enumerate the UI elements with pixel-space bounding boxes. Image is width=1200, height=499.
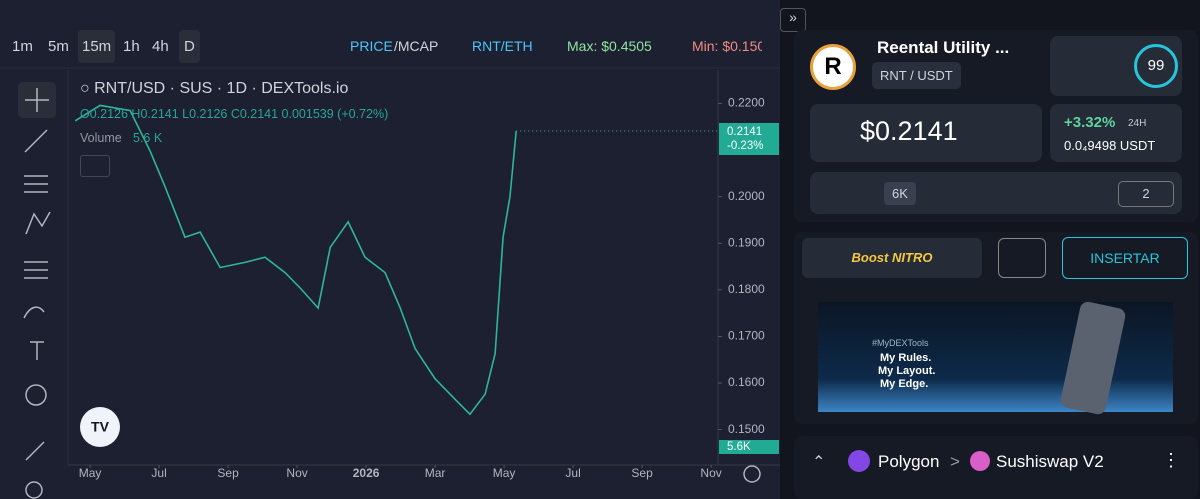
change-box (1050, 104, 1182, 162)
ohlc: O0.2126 H0.2141 L0.2126 C0.2141 0.001539… (80, 107, 389, 121)
x-tick-label: Mar (425, 466, 446, 480)
chart-panel (0, 0, 780, 499)
y-tick-label: 0.1500 (728, 422, 765, 436)
banner-line: My Rules. (880, 352, 932, 364)
nitro: NITRO (892, 250, 933, 265)
x-tick-label: Jul (565, 466, 580, 480)
volume-label: Volume (80, 131, 122, 145)
max-price: Max: $0.4505 (567, 38, 652, 54)
price-box (810, 104, 1042, 162)
pair-toggle[interactable]: RNT/ETH (472, 38, 533, 54)
timeframe[interactable]: 4h (152, 38, 169, 55)
price-toggle[interactable]: PRICE (350, 38, 393, 54)
timeframe-active[interactable]: D (179, 30, 200, 63)
price-tag: 0.2141 -0.23% (719, 123, 779, 155)
drawing-tools[interactable] (18, 82, 56, 499)
banner-line: My Layout. (878, 365, 936, 377)
boost: Boost (851, 250, 889, 265)
x-tick-label: May (79, 466, 102, 480)
chain-icon (848, 450, 870, 472)
score: 99 (1134, 44, 1178, 88)
change: +3.32% (1064, 114, 1116, 131)
symbol: RNT/USD · SUS · 1D · DEXTools.io (94, 80, 349, 97)
y-tick-label: 0.1600 (728, 375, 765, 389)
embed-button[interactable]: INSERTAR (1062, 237, 1188, 279)
dex-icon (970, 451, 990, 471)
x-tick-label: Nov (286, 466, 307, 480)
chart: TV 0.1500 0.1600 0.1700 0.1800 0.1900 0.2000 0… (0, 67, 780, 499)
y-tick-label: 0.1700 (728, 329, 765, 343)
quote-price: 0.0₄9498 USDT (1064, 138, 1156, 153)
social-bar (810, 172, 1182, 214)
airdrop-button[interactable] (998, 238, 1046, 278)
x-tick-label: May (493, 466, 516, 480)
more-menu[interactable]: ⋮ (1162, 450, 1180, 470)
banner-tag: #MyDEXTools (872, 338, 929, 348)
token-name: Reental Utility ... (877, 38, 1010, 57)
collapse-sidebar[interactable]: » (780, 8, 806, 32)
timeframe-active[interactable]: 15m (78, 30, 116, 63)
timeframe[interactable]: 5m (48, 38, 69, 55)
token-price: $0.2141 (860, 116, 958, 146)
y-tick-label: 0.1900 (728, 235, 765, 249)
x-tick-label: Sep (217, 466, 239, 480)
x-tick-label: Sep (631, 466, 653, 480)
x-tick-label: Nov (700, 466, 721, 480)
y-tick-label: 0.2200 (728, 96, 765, 110)
price-line (74, 104, 517, 416)
svg-text:TV: TV (91, 419, 110, 435)
token-pair[interactable]: RNT / USDT (872, 62, 961, 89)
tradingview-logo: TV (80, 407, 120, 447)
x-tick-label: Jul (151, 466, 166, 480)
x-tick-label: 2026 (353, 466, 380, 480)
settings-icon[interactable] (743, 465, 761, 483)
volume-tag: 5.6K (719, 440, 779, 454)
audits[interactable]: 2 (1118, 181, 1174, 207)
volume-value: 5.6 K (133, 131, 163, 145)
timeframe[interactable]: 1h (123, 38, 140, 55)
y-tick-label: 0.2000 (728, 189, 765, 203)
banner-line: My Edge. (880, 378, 929, 390)
chain[interactable]: Polygon (878, 452, 940, 471)
followers[interactable]: 6K (884, 182, 916, 205)
y-tick-label: 0.1800 (728, 282, 765, 296)
change-tag: -0.23% (727, 140, 764, 152)
min-price: Min: $0.1507 (692, 38, 762, 54)
price-tag-value: 0.2141 (727, 126, 763, 138)
separator: > (950, 452, 960, 471)
collapse-button[interactable] (80, 155, 110, 177)
change-period: 24H (1128, 118, 1147, 129)
token-logo: R (810, 44, 856, 90)
boost-button[interactable]: Boost NITRO (802, 238, 982, 278)
timeframe[interactable]: 1m (12, 38, 33, 55)
expand-icon[interactable]: ⌃ (812, 454, 826, 471)
dex[interactable]: Sushiswap V2 (996, 452, 1104, 471)
symbol-title: ○ RNT/USD · SUS · 1D · DEXTools.io (80, 80, 349, 97)
mcap-toggle[interactable]: /MCAP (394, 38, 439, 54)
